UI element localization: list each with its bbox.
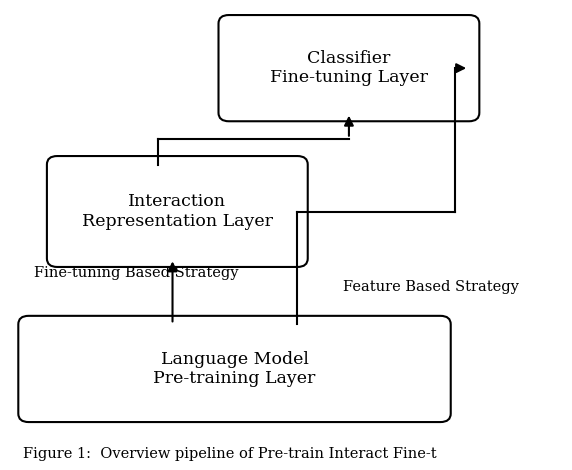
Text: Interaction
Representation Layer: Interaction Representation Layer <box>82 193 273 230</box>
Text: Feature Based Strategy: Feature Based Strategy <box>343 280 519 294</box>
Text: Language Model
Pre-training Layer: Language Model Pre-training Layer <box>153 351 316 387</box>
FancyBboxPatch shape <box>18 316 451 422</box>
Text: Fine-tuning Based Strategy: Fine-tuning Based Strategy <box>34 266 239 280</box>
Text: Classifier
Fine-tuning Layer: Classifier Fine-tuning Layer <box>270 50 428 86</box>
FancyBboxPatch shape <box>47 156 308 267</box>
Text: Figure 1:  Overview pipeline of Pre-train Interact Fine-t: Figure 1: Overview pipeline of Pre-train… <box>23 446 436 461</box>
FancyBboxPatch shape <box>219 15 479 121</box>
